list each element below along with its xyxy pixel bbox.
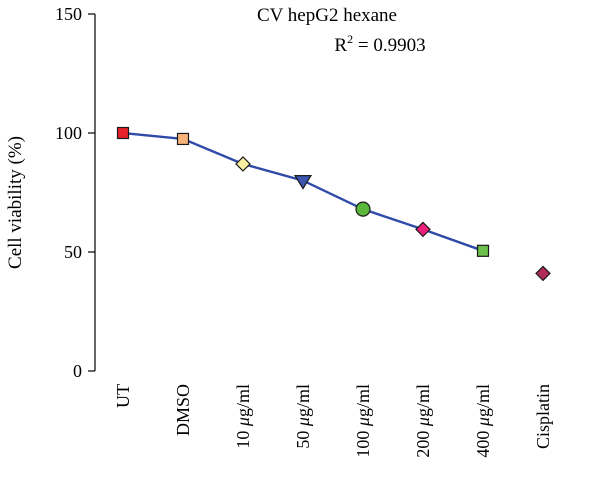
data-point-marker (293, 175, 313, 190)
data-point-marker (476, 244, 490, 257)
chart-title: CV hepG2 hexane (257, 5, 397, 26)
category-labels: UT DMSO 10 μg/ml 50 μg/ml 100 μg/ml 200 μg/ml… (113, 384, 553, 458)
data-point-marker (116, 126, 130, 140)
series-group (116, 126, 551, 282)
r-squared-prefix: R (334, 35, 347, 56)
x-tick-label: DMSO (173, 384, 193, 436)
data-point-marker (415, 221, 431, 238)
x-tick-label: 10 μg/ml (233, 384, 253, 449)
r-squared-superscript: 2 (347, 32, 353, 46)
y-tick-label: 100 (55, 123, 82, 143)
x-tick-label: UT (113, 384, 133, 408)
data-point-marker (535, 265, 551, 282)
data-point-marker (355, 201, 371, 217)
x-tick-label: Cisplatin (533, 384, 553, 449)
x-tick-label: 100 μg/ml (353, 384, 373, 458)
x-tick-label: 50 μg/ml (293, 384, 313, 449)
y-ticks: 0 50 100 150 (55, 4, 95, 381)
r-squared-annotation: R2 = 0.9903 (334, 32, 425, 56)
axes: 0 50 100 150 (55, 4, 96, 381)
y-axis-label: Cell viability (%) (5, 136, 26, 269)
y-tick-label: 150 (55, 4, 82, 24)
r-squared-value: = 0.9903 (353, 35, 425, 56)
y-tick-label: 50 (64, 242, 82, 262)
series-line (122, 131, 484, 252)
x-tick-label: 200 μg/ml (413, 384, 433, 458)
data-point-marker (176, 132, 190, 146)
x-tick-label: 400 μg/ml (473, 384, 493, 458)
data-point-marker (235, 156, 251, 172)
y-tick-label: 0 (73, 361, 82, 381)
